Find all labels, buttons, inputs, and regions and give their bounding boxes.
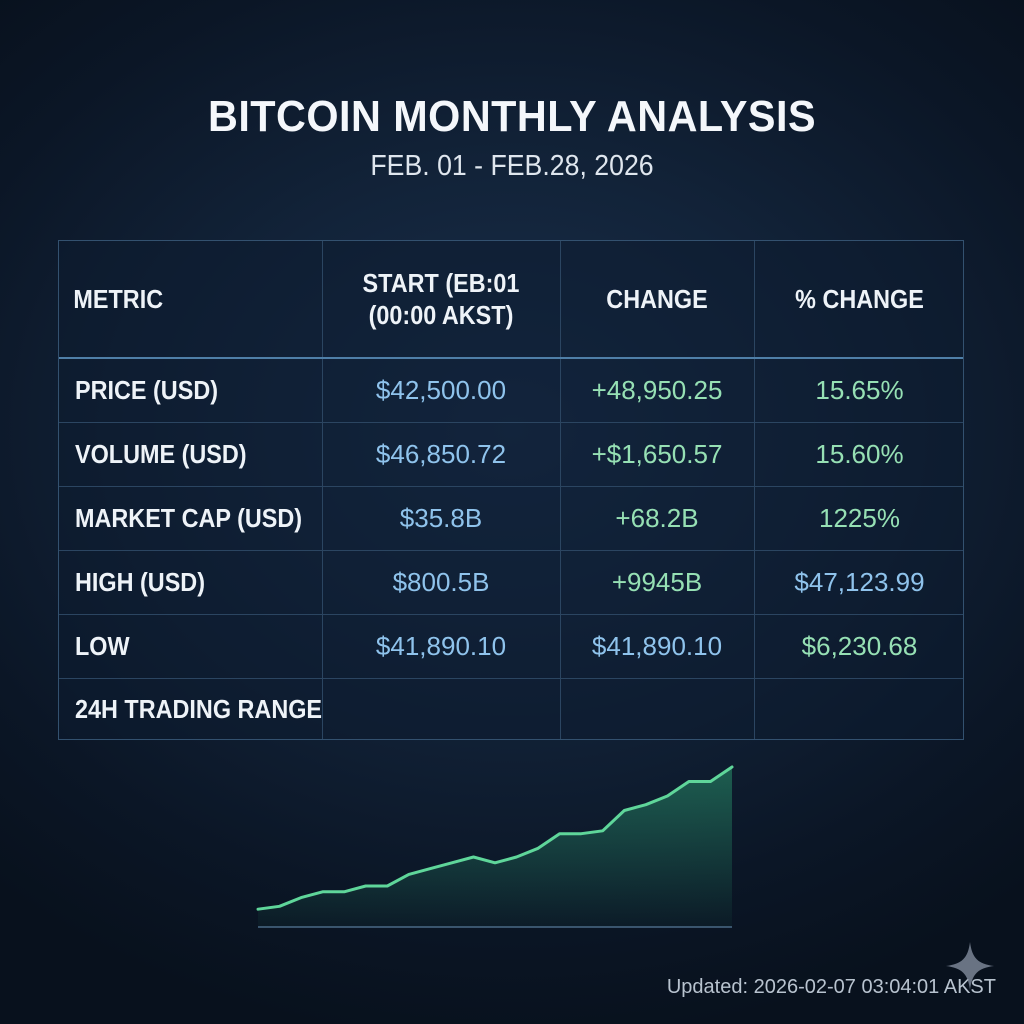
change-value: +9945B	[611, 567, 703, 597]
metric-label: PRICE (USD)	[75, 375, 219, 405]
change-value: +$1,650.57	[591, 439, 723, 469]
start-value: $42,500.00	[375, 375, 507, 405]
pct-change-value: 1225%	[819, 503, 900, 533]
metric-label: HIGH (USD)	[75, 567, 205, 597]
metric-label: LOW	[75, 631, 130, 661]
pct-change-value	[754, 679, 965, 740]
column-header-start: START (EB:01 (00:00 AKST)	[334, 241, 548, 357]
column-header-metric: METRIC	[73, 283, 164, 314]
analysis-table: METRIC START (EB:01 (00:00 AKST) CHANGE …	[58, 240, 964, 740]
column-divider	[754, 241, 755, 739]
change-value: +48,950.25	[591, 375, 723, 405]
column-header-start-line2: (00:00 AKST)	[368, 300, 514, 330]
row-divider	[59, 550, 963, 551]
date-range: FEB. 01 - FEB.28, 2026	[370, 150, 654, 182]
change-value	[560, 679, 754, 740]
column-header-pct-change: % CHANGE	[795, 283, 924, 314]
metric-label: VOLUME (USD)	[75, 439, 247, 469]
table-row: HIGH (USD)	[59, 551, 322, 614]
table-row: 24H TRADING RANGE	[59, 679, 322, 740]
column-divider	[322, 241, 323, 739]
sparkline-area	[258, 767, 732, 927]
pct-change-value: 15.60%	[815, 439, 904, 469]
table-row: MARKET CAP (USD)	[59, 487, 322, 550]
price-sparkline-chart	[256, 765, 734, 928]
pct-change-value: 15.65%	[815, 375, 904, 405]
row-divider	[59, 486, 963, 487]
row-divider	[59, 614, 963, 615]
change-value: $41,890.10	[591, 631, 723, 661]
metric-label: 24H TRADING RANGE	[75, 694, 323, 724]
start-value: $46,850.72	[375, 439, 507, 469]
row-divider	[59, 422, 963, 423]
header-divider	[59, 357, 963, 359]
row-divider	[59, 678, 963, 679]
table-row: VOLUME (USD)	[59, 423, 322, 486]
metric-label: MARKET CAP (USD)	[75, 503, 303, 533]
column-header-change: CHANGE	[606, 283, 708, 314]
pct-change-value: $6,230.68	[801, 631, 918, 661]
start-value: $41,890.10	[375, 631, 507, 661]
sparkle-icon	[946, 942, 994, 990]
column-divider	[560, 241, 561, 739]
sparkline-line	[256, 765, 734, 911]
page-title: BITCOIN MONTHLY ANALYSIS	[207, 92, 817, 141]
change-value: +68.2B	[615, 503, 699, 533]
start-value: $800.5B	[392, 567, 490, 597]
start-value: $35.8B	[399, 503, 483, 533]
start-value	[322, 679, 560, 740]
table-row: PRICE (USD)	[59, 359, 322, 422]
updated-timestamp: Updated: 2026-02-07 03:04:01 AKST	[666, 976, 996, 998]
table-row: LOW	[59, 615, 322, 678]
column-header-start-line1: START (EB:01	[362, 268, 520, 298]
pct-change-value: $47,123.99	[794, 567, 925, 597]
